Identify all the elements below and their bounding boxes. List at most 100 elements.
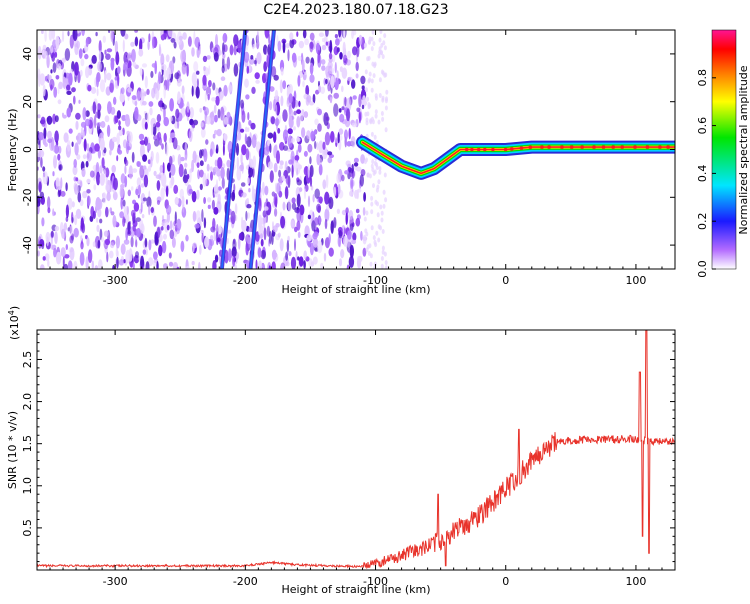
signal-peak	[645, 145, 650, 149]
noise-speck	[273, 193, 278, 207]
noise-speck	[115, 235, 120, 249]
noise-speck	[384, 105, 388, 111]
noise-speck	[217, 186, 222, 191]
noise-speck	[191, 47, 195, 57]
noise-speck	[336, 208, 340, 214]
noise-speck	[357, 255, 363, 263]
noise-speck	[131, 48, 136, 63]
noise-speck	[374, 199, 378, 205]
noise-speck	[380, 256, 384, 261]
noise-speck	[196, 78, 199, 88]
noise-speck	[322, 179, 327, 190]
x-tick-label: 100	[625, 274, 646, 287]
snr-multiplier: (x104)	[7, 306, 21, 340]
noise-speck	[370, 78, 374, 84]
noise-speck	[158, 71, 162, 84]
noise-speck	[334, 61, 337, 74]
noise-speck	[273, 131, 277, 143]
noise-speck	[80, 127, 84, 133]
noise-speck	[173, 41, 177, 49]
noise-speck	[324, 218, 328, 230]
noise-speck	[282, 201, 286, 211]
noise-speck	[80, 121, 87, 128]
noise-speck	[201, 209, 204, 222]
noise-speck	[365, 210, 369, 216]
noise-speck	[223, 84, 228, 97]
noise-speck	[202, 85, 207, 90]
noise-speck	[92, 101, 97, 114]
noise-speck	[130, 41, 135, 47]
noise-speck	[293, 126, 296, 131]
noise-speck	[150, 207, 154, 213]
noise-speck	[213, 52, 219, 62]
noise-speck	[241, 161, 244, 174]
noise-speck	[255, 79, 260, 84]
noise-speck	[282, 129, 289, 142]
noise-speck	[61, 30, 65, 42]
noise-speck	[191, 191, 197, 203]
noise-speck	[103, 239, 109, 250]
noise-speck	[217, 108, 221, 119]
noise-speck	[296, 116, 301, 128]
noise-speck	[237, 132, 242, 141]
noise-speck	[65, 244, 69, 250]
noise-speck	[111, 164, 116, 173]
noise-speck	[380, 210, 384, 216]
noise-speck	[321, 44, 327, 51]
noise-speck	[381, 97, 385, 103]
noise-speck	[196, 162, 200, 169]
signal-peak	[519, 146, 524, 150]
noise-speck	[116, 147, 121, 154]
noise-speck	[126, 205, 129, 215]
noise-speck	[382, 189, 386, 195]
noise-speck	[127, 189, 131, 197]
snr-frame	[36, 329, 676, 571]
noise-speck	[212, 260, 217, 269]
noise-speck	[75, 208, 82, 219]
noise-speck	[307, 164, 310, 179]
signal-peak	[470, 147, 474, 152]
noise-speck	[257, 247, 262, 258]
noise-speck	[96, 217, 99, 223]
noise-speck	[367, 251, 371, 256]
noise-speck	[163, 85, 166, 99]
noise-speck	[344, 129, 348, 141]
noise-speck	[153, 215, 157, 227]
noise-speck	[80, 58, 85, 67]
noise-speck	[185, 199, 188, 205]
noise-speck	[309, 74, 315, 83]
noise-speck	[316, 203, 322, 213]
noise-speck	[207, 197, 212, 203]
noise-speck	[222, 142, 225, 156]
noise-speck	[76, 132, 82, 145]
noise-speck	[341, 67, 348, 79]
noise-speck	[290, 256, 297, 269]
noise-speck	[194, 223, 200, 229]
noise-speck	[84, 53, 89, 60]
x-tick-label: -300	[103, 575, 128, 588]
noise-speck	[113, 96, 117, 105]
noise-speck	[120, 30, 126, 37]
noise-speck	[50, 84, 53, 91]
noise-speck	[329, 96, 333, 104]
noise-speck	[315, 89, 320, 95]
noise-speck	[144, 75, 148, 89]
noise-speck	[309, 176, 313, 187]
noise-speck	[309, 32, 315, 41]
noise-speck	[46, 54, 50, 69]
noise-speck	[216, 169, 221, 177]
noise-speck	[316, 142, 319, 150]
x-tick-label: 0	[502, 575, 509, 588]
noise-speck	[212, 110, 214, 123]
signal-peak	[580, 145, 584, 149]
noise-speck	[307, 195, 311, 208]
noise-speck	[156, 261, 159, 269]
noise-speck	[130, 209, 136, 218]
signal-track-core	[361, 141, 675, 175]
noise-speck	[75, 112, 81, 120]
signal-peak	[592, 145, 596, 149]
noise-speck	[52, 171, 55, 177]
noise-speck	[191, 260, 195, 266]
noise-speck	[258, 228, 261, 236]
noise-speck	[285, 251, 288, 261]
